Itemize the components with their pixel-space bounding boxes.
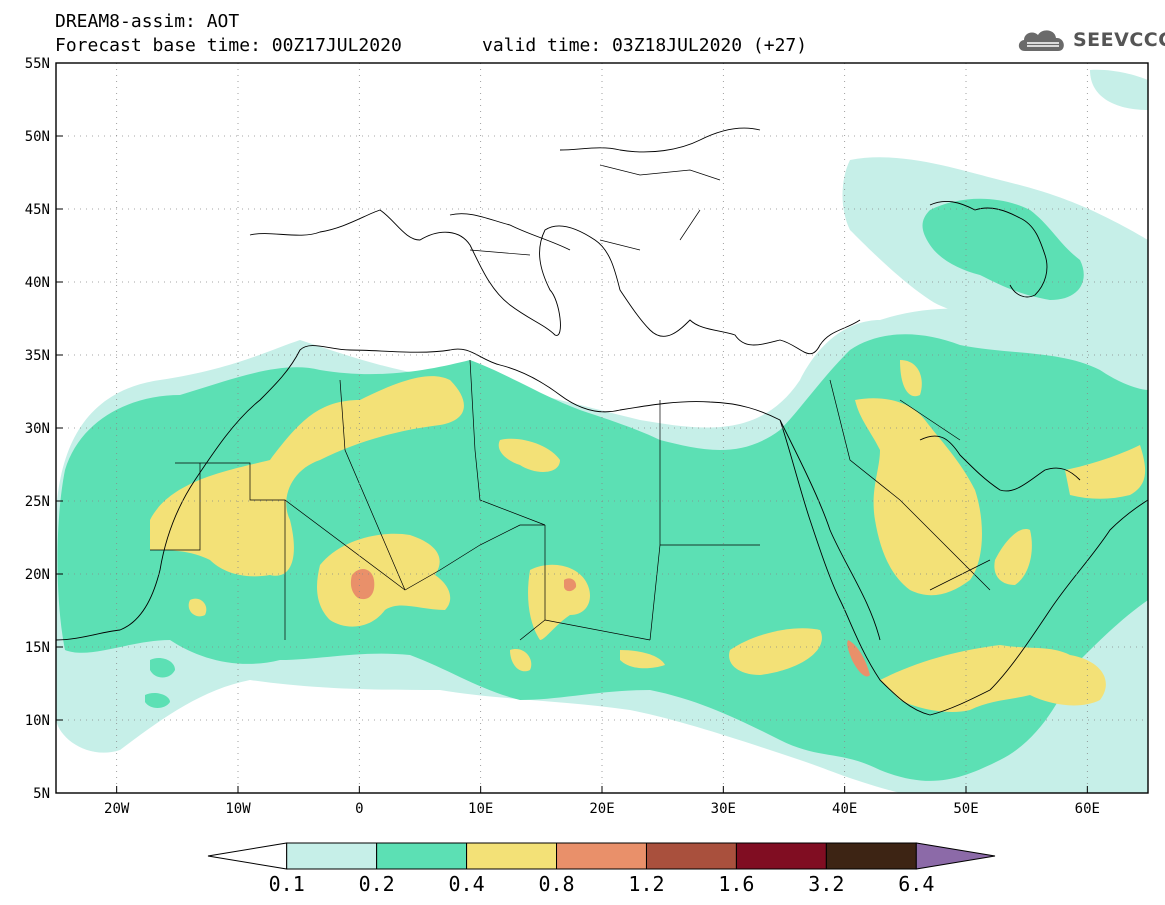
y-tick-label: 30N	[25, 421, 50, 437]
x-tick-label: 40E	[832, 801, 857, 817]
aot-band-0.8	[350, 568, 870, 677]
y-tick-label: 10N	[25, 713, 50, 729]
colorbar-box	[376, 842, 468, 870]
colorbar-low-triangle	[207, 842, 288, 870]
colorbar-level-label: 3.2	[808, 872, 844, 896]
colorbar-level-label: 1.2	[628, 872, 664, 896]
x-axis: 20W 10W 0 10E 20E 30E 40E 50E 60E	[104, 786, 1100, 817]
y-tick-label: 20N	[25, 567, 50, 583]
x-tick-label: 10W	[225, 801, 251, 817]
y-tick-label: 55N	[25, 56, 50, 72]
y-tick-label: 50N	[25, 129, 50, 145]
title-line-1: DREAM8-assim: AOT	[55, 11, 240, 32]
colorbar-level-label: 1.6	[718, 872, 754, 896]
x-tick-label: 10E	[468, 801, 493, 817]
logo-text: SEEVCCC	[1073, 29, 1165, 51]
x-tick-label: 20W	[104, 801, 130, 817]
colorbar-level-label: 0.2	[359, 872, 395, 896]
y-tick-label: 25N	[25, 494, 50, 510]
y-axis: 5N 10N 15N 20N 25N 30N 35N 40N 45N 50N 55N	[25, 56, 63, 802]
borders	[150, 164, 991, 641]
x-tick-label: 20E	[589, 801, 614, 817]
colorbar-level-label: 6.4	[898, 872, 934, 896]
forecast-base-time: Forecast base time: 00Z17JUL2020	[55, 35, 402, 56]
colorbar-high-triangle	[915, 842, 996, 870]
x-tick-label: 60E	[1075, 801, 1100, 817]
cloud-icon	[1018, 30, 1064, 51]
coastlines	[56, 127, 1148, 716]
y-tick-label: 40N	[25, 275, 50, 291]
aot-band-0.4	[150, 360, 1146, 712]
seevccc-logo: SEEVCCC	[1015, 25, 1165, 55]
colorbar-level-label: 0.1	[269, 872, 305, 896]
colorbar-box	[466, 842, 558, 870]
colorbar-box	[645, 842, 737, 870]
colorbar-box	[825, 842, 917, 870]
colorbar-box	[556, 842, 647, 870]
x-tick-label: 30E	[711, 801, 736, 817]
y-tick-label: 45N	[25, 202, 50, 218]
y-tick-label: 35N	[25, 348, 50, 364]
colorbar-level-label: 0.8	[538, 872, 574, 896]
colorbar-level-label: 0.4	[449, 872, 485, 896]
colorbar-box	[735, 842, 827, 870]
valid-time: valid time: 03Z18JUL2020 (+27)	[482, 35, 808, 56]
colorbar-box	[286, 842, 378, 870]
x-tick-label: 50E	[953, 801, 978, 817]
graticule	[56, 63, 1148, 793]
y-tick-label: 5N	[33, 786, 50, 802]
x-tick-label: 0	[355, 801, 363, 817]
y-tick-label: 15N	[25, 640, 50, 656]
